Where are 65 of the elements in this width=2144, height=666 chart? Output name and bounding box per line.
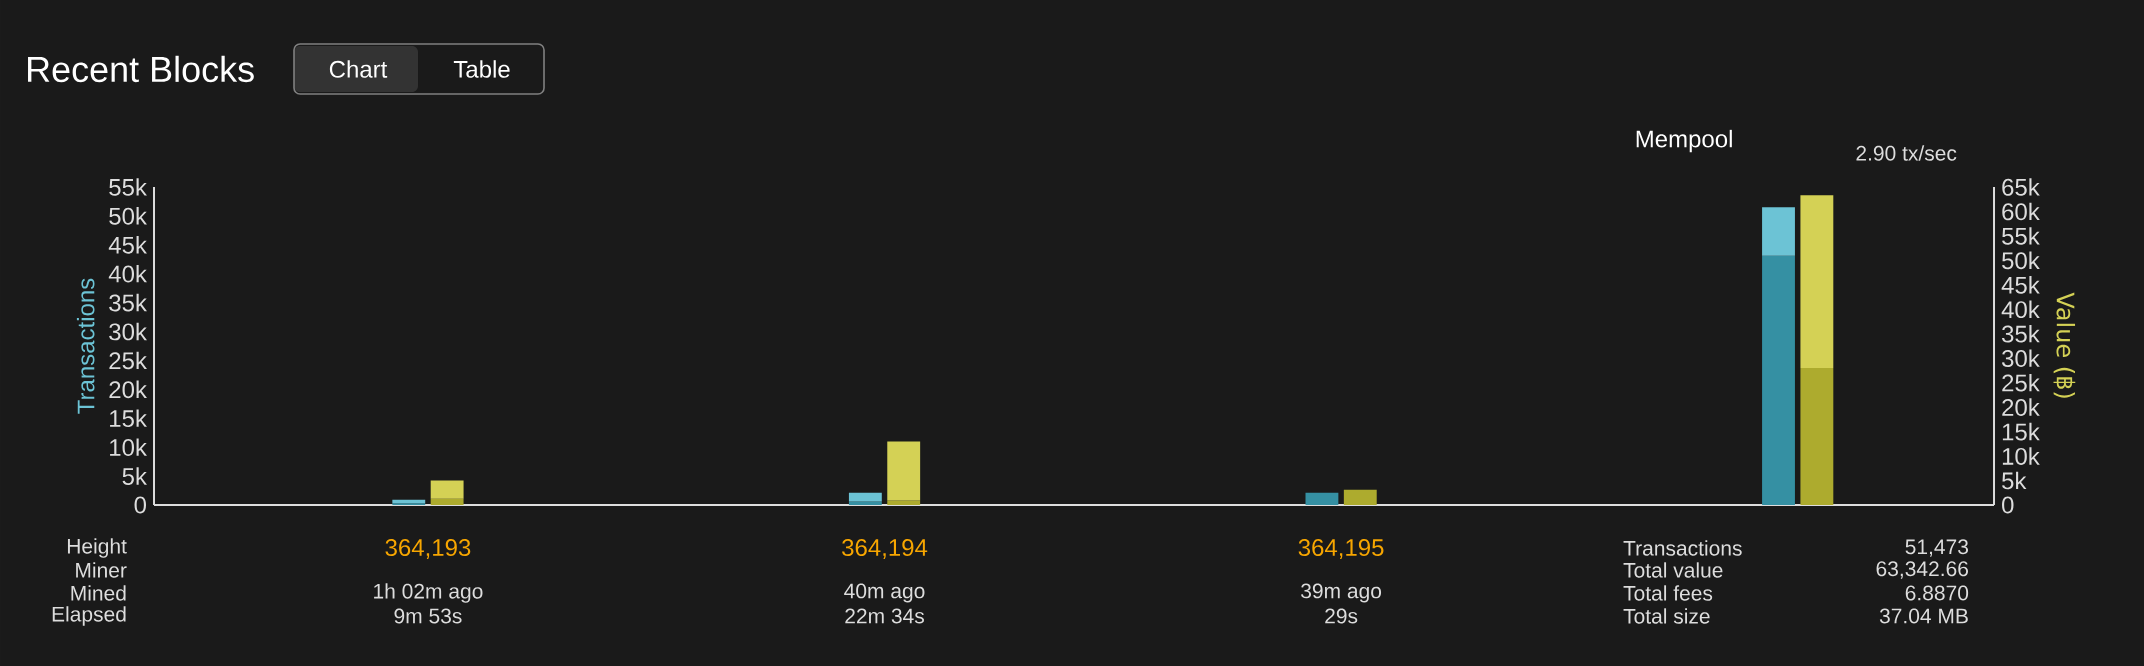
bar bbox=[1800, 195, 1834, 369]
y-tick-label: 30k bbox=[109, 322, 147, 341]
y2-axis-title: Value (฿) bbox=[2053, 292, 2076, 398]
y-tick-label: 40k bbox=[108, 264, 147, 283]
text: Total value bbox=[1623, 562, 1723, 578]
y2-tick-label: 45k bbox=[2001, 276, 2040, 294]
x-tick-label: Mempool bbox=[1636, 129, 1732, 153]
y2-tick-label: 15k bbox=[2002, 422, 2040, 441]
bar bbox=[1800, 368, 1834, 505]
bar bbox=[1305, 492, 1339, 505]
x-tick-label: 364,194 bbox=[842, 539, 928, 559]
bar bbox=[887, 441, 921, 501]
text: Total fees bbox=[1623, 585, 1713, 601]
text: 51,473 bbox=[1905, 539, 1969, 557]
bar bbox=[1343, 489, 1377, 505]
y-tick-label: 20k bbox=[109, 380, 147, 399]
text: Elapsed bbox=[52, 606, 126, 626]
y2-tick-label: 0 bbox=[2002, 496, 2014, 514]
y2-tick-label: 55k bbox=[2002, 227, 2040, 245]
text: Height bbox=[67, 538, 127, 558]
text: 63,342.66 bbox=[1876, 561, 1969, 579]
y2-tick-label: 60k bbox=[2002, 202, 2040, 221]
x-tick-label: 364,195 bbox=[1298, 539, 1384, 559]
text: 39m ago bbox=[1301, 583, 1382, 603]
y-tick-label: 10k bbox=[110, 438, 147, 456]
y-axis-title: Transactions bbox=[76, 278, 95, 414]
bar bbox=[430, 480, 464, 499]
y-tick-label: 0 bbox=[134, 496, 147, 514]
y2-tick-label: 5k bbox=[2002, 471, 2027, 490]
x-tick-label: 364,193 bbox=[385, 539, 471, 559]
text: Transactions bbox=[1623, 540, 1742, 556]
y2-tick-label: 25k bbox=[2002, 373, 2040, 392]
y-tick-label: 45k bbox=[108, 236, 147, 254]
bar bbox=[887, 500, 921, 505]
text: 37.04 MB bbox=[1879, 608, 1968, 624]
y2-tick-label: 50k bbox=[2002, 251, 2040, 270]
y-tick-label: 15k bbox=[110, 409, 147, 428]
text: 1h 02m ago bbox=[374, 583, 483, 603]
text: Table bbox=[453, 60, 510, 78]
text: 29s bbox=[1325, 608, 1358, 624]
text: 22m 34s bbox=[845, 608, 924, 624]
y-tick-label: 25k bbox=[109, 351, 147, 370]
text: Mined bbox=[71, 585, 126, 601]
y2-tick-label: 20k bbox=[2002, 398, 2040, 416]
text: Total size bbox=[1623, 608, 1710, 624]
y2-tick-label: 35k bbox=[2001, 324, 2040, 343]
text: 9m 53s bbox=[394, 608, 462, 624]
y2-tick-label: 65k bbox=[2002, 178, 2040, 196]
text: 6.8870 bbox=[1905, 585, 1969, 601]
bar bbox=[848, 492, 882, 502]
y2-tick-label: 40k bbox=[2001, 300, 2040, 319]
y-tick-label: 50k bbox=[109, 207, 147, 225]
bar bbox=[430, 498, 464, 505]
y-tick-label: 55k bbox=[109, 178, 147, 196]
y2-tick-label: 30k bbox=[2001, 349, 2040, 368]
y-tick-label: 5k bbox=[122, 467, 147, 485]
text: 40m ago bbox=[844, 583, 925, 603]
bar bbox=[1762, 207, 1795, 256]
text: 2.90 tx/sec bbox=[1856, 145, 1957, 161]
y-tick-label: 35k bbox=[109, 293, 147, 312]
bar bbox=[1762, 255, 1795, 505]
y2-tick-label: 10k bbox=[2002, 447, 2040, 465]
text: Miner bbox=[76, 562, 127, 578]
chart-title: Recent Blocks bbox=[28, 55, 254, 83]
text: Chart bbox=[329, 60, 388, 78]
